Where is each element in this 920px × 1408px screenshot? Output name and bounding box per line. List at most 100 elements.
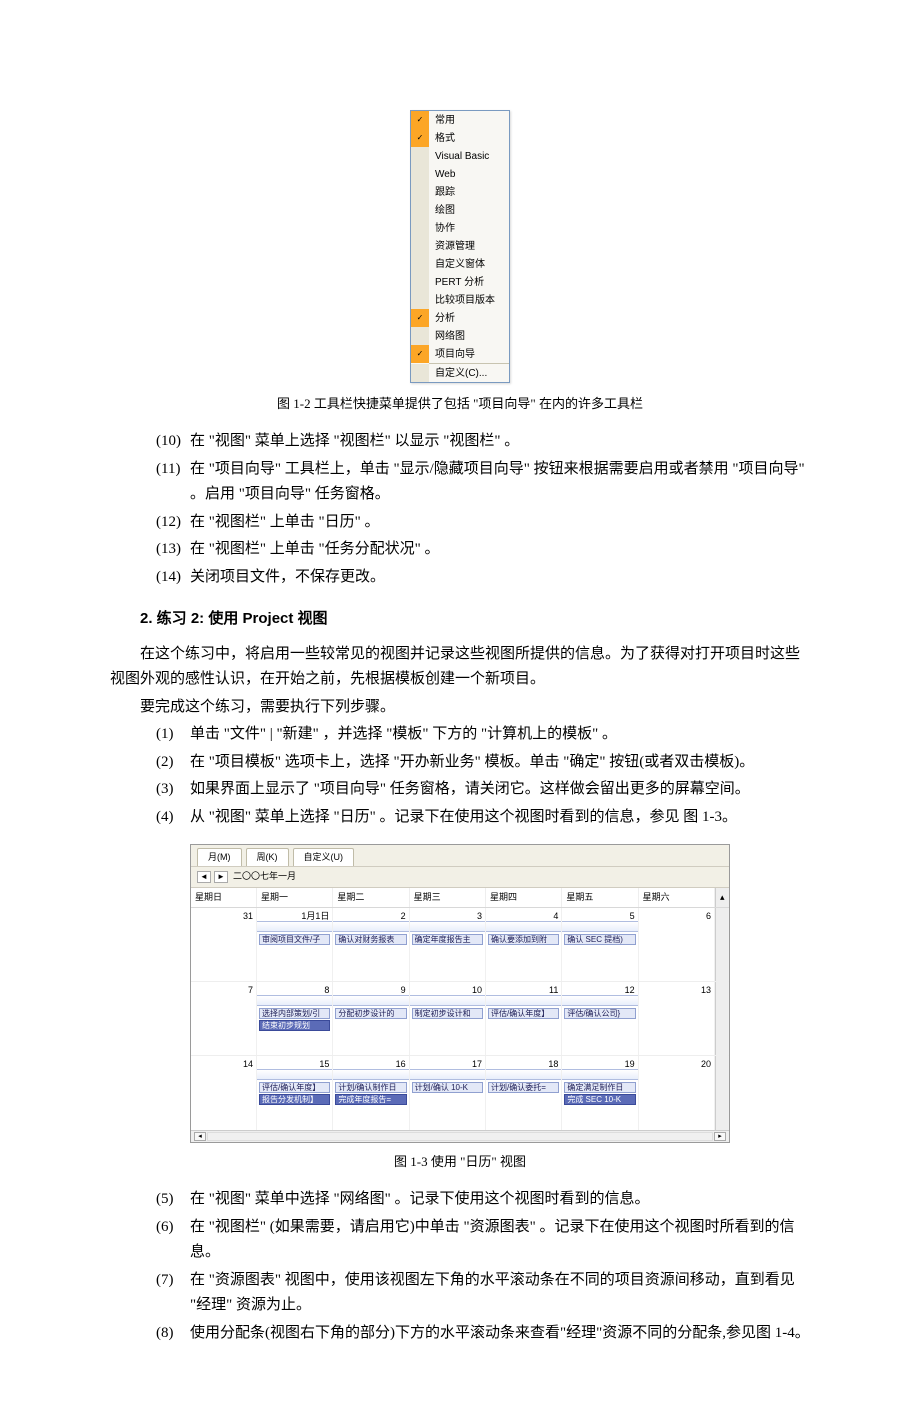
calendar-day-cell[interactable]: 16计划/确认制作日完成年度报告= (333, 1056, 409, 1130)
menu-item[interactable]: 比较项目版本 (411, 291, 509, 309)
calendar-day-cell[interactable]: 17计划/确认 10-K (410, 1056, 486, 1130)
tab-month[interactable]: 月(M) (197, 848, 242, 866)
menu-item[interactable]: 协作 (411, 219, 509, 237)
task-stack: 评估/确认公司} (564, 1008, 635, 1019)
calendar-day-cell[interactable]: 15准备年度报告, 42.5 工作日?评估/确认年度】报告分发机制】 (257, 1056, 333, 1130)
spanning-task-bar[interactable] (410, 1069, 485, 1080)
menu-item[interactable]: ✓项目向导 (411, 345, 509, 363)
menu-item[interactable]: 资源管理 (411, 237, 509, 255)
menu-label: 协作 (429, 220, 455, 237)
task-stack: 计划/确认 10-K (412, 1082, 483, 1093)
menu-item[interactable]: ✓常用 (411, 111, 509, 129)
menu-item[interactable]: 绘图 (411, 201, 509, 219)
menu-item[interactable]: ✓分析 (411, 309, 509, 327)
step-number: (6) (156, 1215, 190, 1266)
spanning-task-bar[interactable] (410, 995, 485, 1006)
task-bar[interactable]: 评估/确认年度】 (488, 1008, 559, 1019)
calendar-day-cell[interactable]: 31 (191, 908, 257, 981)
menu-item[interactable]: Visual Basic (411, 147, 509, 165)
task-bar[interactable]: 计划/确认委托= (488, 1082, 559, 1093)
scroll-right-icon[interactable]: ▸ (714, 1132, 726, 1141)
scrollbar-track[interactable] (715, 1056, 729, 1130)
calendar-day-cell[interactable]: 5确认 SEC 提档) (562, 908, 638, 981)
task-bar[interactable]: 制定初步设计和 (412, 1008, 483, 1019)
list-item: (1)单击 "文件" | "新建" ，并选择 "模板" 下方的 "计算机上的模板… (156, 722, 810, 748)
calendar-day-cell[interactable]: 20 (639, 1056, 715, 1130)
task-bar[interactable]: 完成年度报告= (335, 1094, 406, 1105)
spanning-task-bar[interactable] (333, 1069, 408, 1080)
task-bar[interactable]: 确认 SEC 提档) (564, 934, 635, 945)
task-bar[interactable]: 确认要添加到附 (488, 934, 559, 945)
scrollbar-track[interactable] (715, 982, 729, 1055)
calendar-day-cell[interactable]: 12评估/确认公司} (562, 982, 638, 1055)
spanning-task-bar[interactable] (333, 995, 408, 1006)
menu-item[interactable]: PERT 分析 (411, 273, 509, 291)
calendar-day-cell[interactable]: 18计划/确认委托= (486, 1056, 562, 1130)
spanning-task-bar[interactable]: 准备年度报告, 42.5 工作日? (257, 995, 333, 1006)
spanning-task-bar[interactable] (333, 921, 408, 932)
task-bar[interactable]: 计划/确认 10-K (412, 1082, 483, 1093)
menu-item-customize[interactable]: 自定义(C)... (411, 364, 509, 382)
step-number: (5) (156, 1187, 190, 1213)
task-bar[interactable]: 评估/确认年度】 (259, 1082, 330, 1093)
check-icon: ✓ (411, 309, 429, 327)
spanning-task-bar[interactable]: 准备年度报告, 42.5 工作日? (257, 1069, 333, 1080)
tab-week[interactable]: 周(K) (246, 848, 289, 866)
spanning-task-bar[interactable] (562, 921, 637, 932)
scrollbar-up-icon[interactable]: ▴ (715, 888, 729, 907)
calendar-day-cell[interactable]: 14 (191, 1056, 257, 1130)
task-bar[interactable]: 计划/确认制作日 (335, 1082, 406, 1093)
spanning-task-bar[interactable] (486, 1069, 561, 1080)
calendar-day-cell[interactable]: 3确定年度报告主 (410, 908, 486, 981)
col-sat: 星期六 (639, 888, 715, 907)
task-bar[interactable]: 选择内部策划/引 (259, 1008, 330, 1019)
task-bar[interactable]: 审阅项目文件/子 (259, 934, 330, 945)
calendar-day-cell[interactable]: 9分配初步设计的 (333, 982, 409, 1055)
task-stack: 评估/确认年度】 (488, 1008, 559, 1019)
list-item: (3)如果界面上显示了 "项目向导" 任务窗格，请关闭它。这样做会留出更多的屏幕… (156, 777, 810, 803)
spanning-task-bar[interactable] (562, 995, 637, 1006)
scroll-track[interactable] (207, 1132, 713, 1141)
spanning-task-bar[interactable] (486, 995, 561, 1006)
menu-item[interactable]: 网络图 (411, 327, 509, 345)
calendar-day-cell[interactable]: 6 (639, 908, 715, 981)
spanning-task-bar[interactable] (410, 921, 485, 932)
task-bar[interactable]: 完成 SEC 10-K (564, 1094, 635, 1105)
check-icon (411, 291, 429, 309)
tab-custom[interactable]: 自定义(U) (293, 848, 355, 866)
spanning-task-bar[interactable] (562, 1069, 637, 1080)
calendar-day-cell[interactable]: 19确定满足制作日完成 SEC 10-K (562, 1056, 638, 1130)
menu-item[interactable]: Web (411, 165, 509, 183)
task-bar[interactable]: 分配初步设计的 (335, 1008, 406, 1019)
task-bar[interactable]: 确定满足制作日 (564, 1082, 635, 1093)
calendar-day-cell[interactable]: 13 (639, 982, 715, 1055)
task-bar[interactable]: 报告分发机制】 (259, 1094, 330, 1105)
calendar-day-cell[interactable]: 7 (191, 982, 257, 1055)
scrollbar-track[interactable] (715, 908, 729, 981)
step-number: (4) (156, 805, 190, 831)
task-bar[interactable]: 确认对财务报表 (335, 934, 406, 945)
task-bar[interactable]: 确定年度报告主 (412, 934, 483, 945)
prev-button[interactable]: ◄ (197, 871, 211, 883)
calendar-day-cell[interactable]: 1月1日准备年度报告, 42.5 工作日?审阅项目文件/子 (257, 908, 333, 981)
spanning-task-bar[interactable]: 准备年度报告, 42.5 工作日? (257, 921, 333, 932)
menu-item[interactable]: 跟踪 (411, 183, 509, 201)
spanning-task-bar[interactable] (486, 921, 561, 932)
calendar-day-cell[interactable]: 8准备年度报告, 42.5 工作日?选择内部策划/引结束初步规划 (257, 982, 333, 1055)
scroll-left-icon[interactable]: ◂ (194, 1132, 206, 1141)
calendar-day-cell[interactable]: 11评估/确认年度】 (486, 982, 562, 1055)
task-bar[interactable]: 评估/确认公司} (564, 1008, 635, 1019)
calendar-week-row: 78准备年度报告, 42.5 工作日?选择内部策划/引结束初步规划9分配初步设计… (191, 982, 729, 1056)
task-bar[interactable]: 结束初步规划 (259, 1020, 330, 1031)
check-icon (411, 165, 429, 183)
menu-item[interactable]: 自定义窗体 (411, 255, 509, 273)
menu-item[interactable]: ✓格式 (411, 129, 509, 147)
next-button[interactable]: ► (214, 871, 228, 883)
task-stack: 确定年度报告主 (412, 934, 483, 945)
step-number: (1) (156, 722, 190, 748)
calendar-day-cell[interactable]: 10制定初步设计和 (410, 982, 486, 1055)
calendar-day-cell[interactable]: 4确认要添加到附 (486, 908, 562, 981)
step-text: 从 "视图" 菜单上选择 "日历" 。记录下在使用这个视图时看到的信息，参见 图… (190, 805, 810, 831)
calendar-day-cell[interactable]: 2确认对财务报表 (333, 908, 409, 981)
col-fri: 星期五 (562, 888, 638, 907)
